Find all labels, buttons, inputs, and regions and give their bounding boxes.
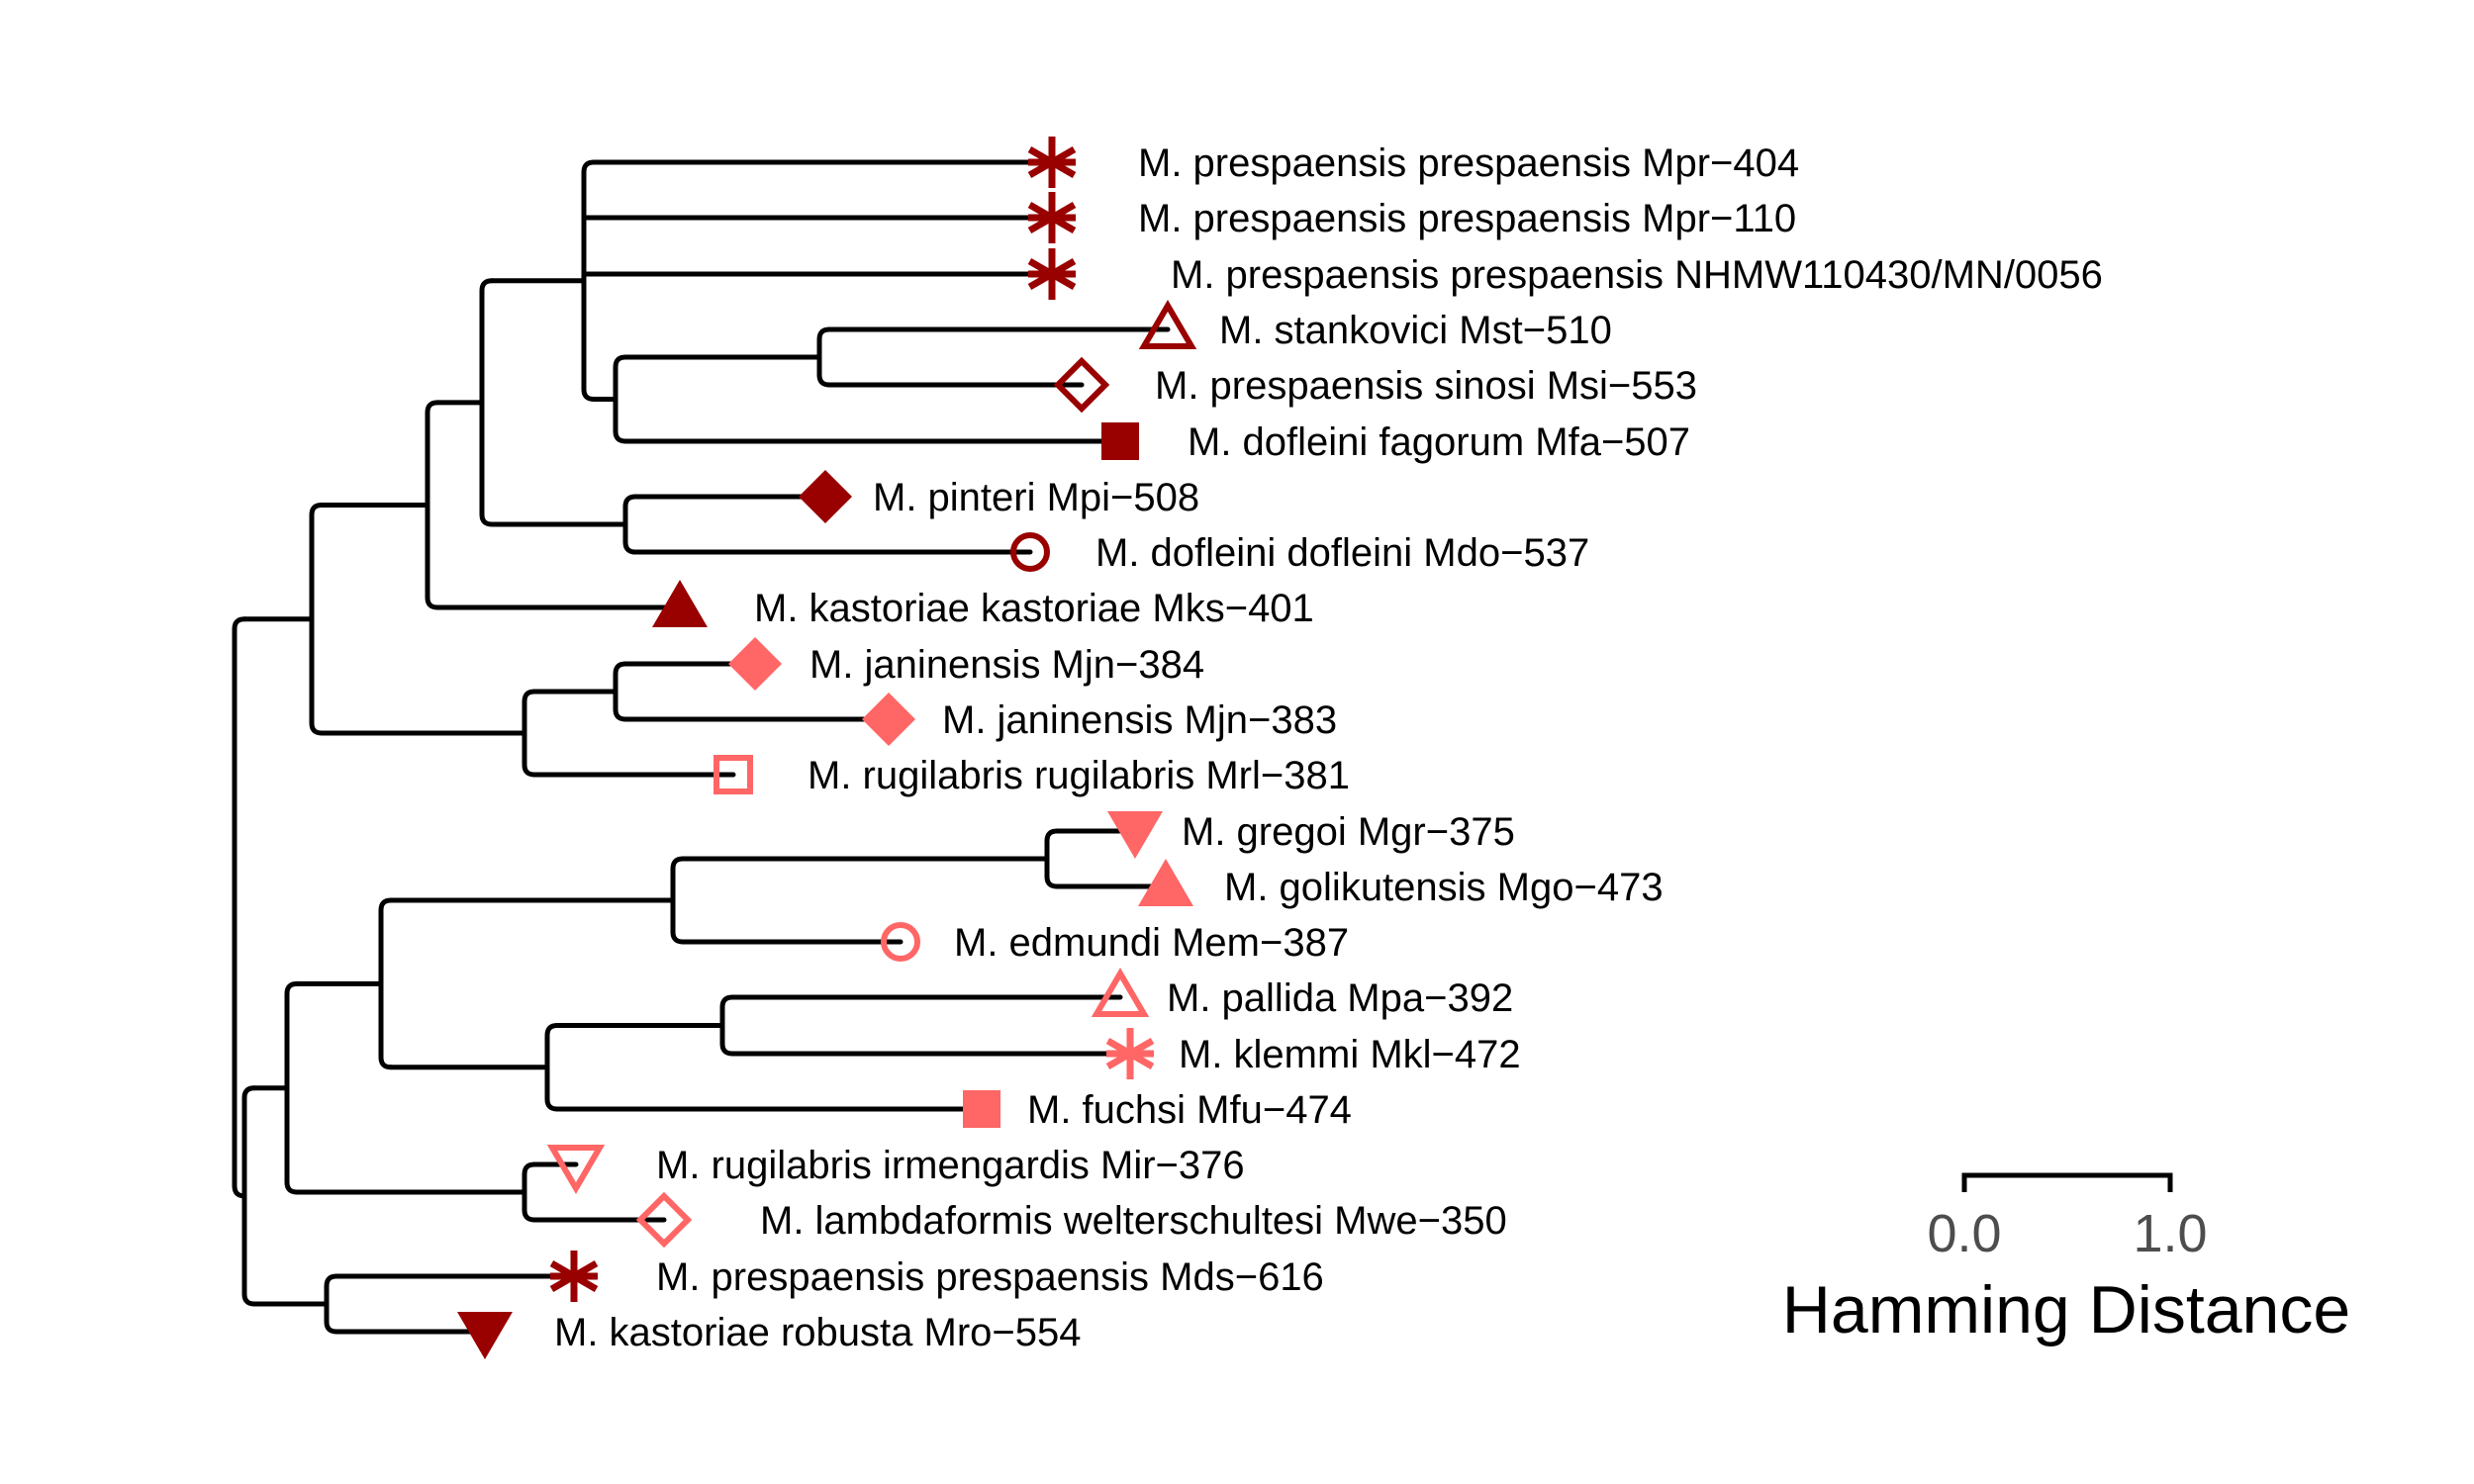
tip-marker-triangle-down-filled bbox=[457, 1312, 513, 1359]
tip-label: M. klemmi Mkl−472 bbox=[1179, 1033, 1521, 1076]
scale-bar-line bbox=[1961, 1172, 2173, 1192]
clade-connector bbox=[544, 1023, 560, 1112]
tip-marker-triangle-down-filled bbox=[1107, 811, 1163, 859]
triangle-down-filled-shape bbox=[1107, 811, 1163, 859]
tip-label: M. stankovici Mst−510 bbox=[1219, 309, 1612, 352]
triangle-filled-shape bbox=[1138, 859, 1193, 906]
tip-label: M. prespaensis prespaensis Mpr−404 bbox=[1138, 141, 1799, 185]
tip-marker-diamond-open bbox=[1053, 356, 1110, 414]
clade-connector bbox=[425, 400, 440, 610]
tip-marker-triangle-down-open bbox=[546, 1145, 606, 1194]
clade-connector bbox=[670, 856, 686, 945]
tip-marker-triangle-filled bbox=[1138, 859, 1193, 906]
clade-connector bbox=[309, 502, 325, 736]
clade-connector bbox=[613, 354, 628, 444]
tip-marker-triangle-filled bbox=[652, 580, 708, 627]
tip-label: M. prespaensis prespaensis NHMW110430/MN… bbox=[1171, 253, 2103, 297]
scale-bar: 0.0 1.0 Hamming Distance bbox=[1782, 1172, 2350, 1347]
tip-marker-circle-open bbox=[1010, 532, 1050, 572]
scale-bar-max-label: 1.0 bbox=[2133, 1204, 2207, 1263]
tree-branches bbox=[232, 159, 1171, 1335]
tip-label: M. pallida Mpa−392 bbox=[1167, 976, 1513, 1020]
tip-marker-square-filled bbox=[963, 1090, 1000, 1128]
tip-label: M. prespaensis prespaensis Mpr−110 bbox=[1138, 197, 1796, 240]
tip-marker-circle-open bbox=[881, 922, 920, 962]
square-open-shape bbox=[714, 755, 753, 794]
scale-bar-title: Hamming Distance bbox=[1782, 1272, 2350, 1347]
clade-connector bbox=[378, 897, 394, 1070]
tip-marker-diamond-open bbox=[635, 1191, 693, 1249]
diamond-open-shape bbox=[635, 1191, 693, 1249]
triangle-open-shape bbox=[1091, 968, 1150, 1017]
tip-marker-diamond-filled bbox=[799, 470, 852, 523]
tip-label: M. lambdaformis welterschultesi Mwe−350 bbox=[760, 1199, 1507, 1243]
circle-open-shape bbox=[1010, 532, 1050, 572]
tip-label: M. golikutensis Mgo−473 bbox=[1224, 866, 1664, 909]
tip-marker-diamond-filled bbox=[862, 693, 915, 746]
clade-connector bbox=[581, 159, 597, 402]
triangle-open-shape bbox=[1138, 300, 1197, 349]
tip-marker-asterisk bbox=[1027, 248, 1077, 300]
tip-label: M. dofleini dofleini Mdo−537 bbox=[1095, 531, 1589, 575]
diamond-open-shape bbox=[1053, 356, 1110, 414]
tip-marker-square-filled bbox=[1101, 422, 1139, 460]
diamond-filled-shape bbox=[799, 470, 852, 523]
tip-markers bbox=[457, 137, 1197, 1359]
clade-connector bbox=[324, 1273, 339, 1335]
tip-label: M. dofleini fagorum Mfa−507 bbox=[1188, 420, 1690, 464]
tip-label: M. prespaensis sinosi Msi−553 bbox=[1155, 364, 1697, 408]
tip-label: M. kastoriae kastoriae Mks−401 bbox=[754, 587, 1314, 630]
diamond-filled-shape bbox=[862, 693, 915, 746]
circle-open-shape bbox=[881, 922, 920, 962]
triangle-filled-shape bbox=[652, 580, 708, 627]
tip-marker-asterisk bbox=[1027, 192, 1077, 243]
tip-marker-triangle-open bbox=[1138, 300, 1197, 349]
clade-connector bbox=[522, 689, 537, 778]
tip-labels: M. prespaensis prespaensis Mpr−404 M. pre… bbox=[554, 141, 2103, 1354]
tip-marker-square-open bbox=[714, 755, 753, 794]
tip-label: M. edmundi Mem−387 bbox=[954, 921, 1349, 965]
clade-connector bbox=[232, 616, 247, 1199]
clade-connector bbox=[622, 494, 638, 555]
tip-label: M. pinteri Mpi−508 bbox=[873, 476, 1199, 519]
triangle-down-filled-shape bbox=[457, 1312, 513, 1359]
square-filled-shape bbox=[1101, 422, 1139, 460]
diamond-filled-shape bbox=[728, 637, 782, 691]
tip-label: M. fuchsi Mfu−474 bbox=[1027, 1088, 1352, 1132]
triangle-down-open-shape bbox=[546, 1145, 606, 1194]
tip-marker-asterisk bbox=[549, 1251, 599, 1302]
clade-connector bbox=[816, 326, 832, 388]
tip-label: M. janinensis Mjn−383 bbox=[942, 698, 1337, 742]
tip-label: M. rugilabris irmengardis Mir−376 bbox=[656, 1144, 1245, 1187]
clade-connector bbox=[284, 980, 300, 1195]
tip-marker-triangle-open bbox=[1091, 968, 1150, 1017]
tip-marker-diamond-filled bbox=[728, 637, 782, 691]
clade-connector bbox=[1044, 828, 1060, 889]
square-filled-shape bbox=[963, 1090, 1000, 1128]
scale-bar-min-label: 0.0 bbox=[1927, 1204, 2001, 1263]
clade-connector bbox=[613, 661, 628, 722]
tip-label: M. janinensis Mjn−384 bbox=[809, 643, 1204, 687]
tip-label: M. rugilabris rugilabris Mrl−381 bbox=[808, 754, 1350, 797]
tip-label: M. prespaensis prespaensis Mds−616 bbox=[656, 1255, 1324, 1299]
clade-connector bbox=[479, 278, 495, 527]
tip-marker-asterisk bbox=[1027, 137, 1077, 188]
clade-connector bbox=[241, 1085, 257, 1307]
tip-label: M. gregoi Mgr−375 bbox=[1182, 810, 1515, 854]
tip-marker-asterisk bbox=[1105, 1028, 1155, 1079]
tip-label: M. kastoriae robusta Mro−554 bbox=[554, 1311, 1081, 1354]
clade-connector bbox=[719, 994, 735, 1057]
clade-connector bbox=[522, 1161, 537, 1223]
